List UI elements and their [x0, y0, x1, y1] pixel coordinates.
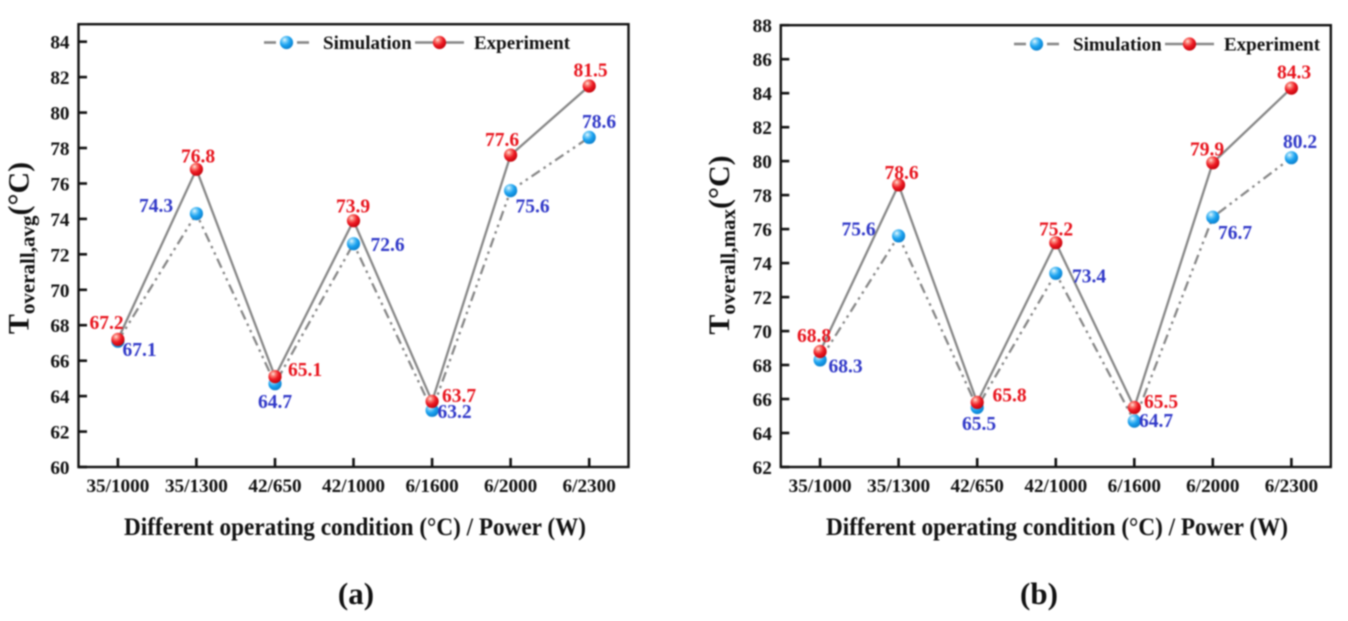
- svg-text:42/1000: 42/1000: [322, 476, 385, 497]
- svg-text:75.6: 75.6: [515, 196, 549, 217]
- svg-text:72: 72: [753, 288, 772, 309]
- svg-text:75.6: 75.6: [841, 219, 875, 240]
- svg-text:62: 62: [50, 423, 69, 444]
- svg-text:65.5: 65.5: [1144, 392, 1178, 413]
- svg-text:6/1600: 6/1600: [1108, 476, 1161, 497]
- svg-text:Toverall,max(°C): Toverall,max(°C): [703, 155, 740, 334]
- svg-text:Experiment: Experiment: [1224, 35, 1321, 56]
- svg-text:79.9: 79.9: [1190, 139, 1224, 160]
- svg-text:67.2: 67.2: [90, 313, 124, 334]
- svg-text:65.5: 65.5: [962, 414, 996, 435]
- svg-text:6/2300: 6/2300: [563, 476, 616, 497]
- svg-text:80: 80: [50, 104, 69, 125]
- svg-text:6/2000: 6/2000: [484, 476, 537, 497]
- svg-text:80: 80: [753, 152, 772, 173]
- svg-text:82: 82: [753, 118, 772, 139]
- svg-text:6/2000: 6/2000: [1186, 476, 1239, 497]
- svg-text:63.2: 63.2: [437, 402, 471, 423]
- svg-text:68: 68: [753, 356, 772, 377]
- svg-text:78.6: 78.6: [582, 112, 616, 133]
- svg-text:86: 86: [753, 50, 773, 71]
- svg-text:64.7: 64.7: [1139, 411, 1173, 432]
- svg-text:66: 66: [753, 390, 773, 411]
- svg-text:35/1000: 35/1000: [789, 476, 852, 497]
- svg-text:70: 70: [753, 322, 772, 343]
- svg-text:35/1300: 35/1300: [165, 476, 228, 497]
- svg-text:Toverall,avg(°C): Toverall,avg(°C): [3, 162, 40, 334]
- svg-text:6/2300: 6/2300: [1265, 476, 1318, 497]
- svg-text:73.4: 73.4: [1072, 266, 1106, 287]
- svg-text:(b): (b): [1020, 576, 1058, 611]
- svg-text:62: 62: [753, 458, 772, 479]
- svg-text:Simulation: Simulation: [1073, 35, 1162, 56]
- svg-text:Experiment: Experiment: [474, 33, 571, 54]
- svg-text:78.6: 78.6: [884, 163, 918, 184]
- svg-text:64.7: 64.7: [258, 392, 292, 413]
- svg-text:88: 88: [753, 16, 772, 37]
- svg-text:80.2: 80.2: [1283, 132, 1317, 153]
- svg-text:Different operating condition: Different operating condition (°C) / Pow…: [826, 512, 1288, 541]
- svg-text:77.6: 77.6: [485, 130, 519, 151]
- svg-text:74: 74: [50, 210, 70, 231]
- svg-text:65.8: 65.8: [992, 385, 1026, 406]
- svg-text:70: 70: [50, 281, 69, 302]
- svg-text:42/1000: 42/1000: [1024, 476, 1087, 497]
- svg-text:84: 84: [753, 84, 773, 105]
- svg-text:64: 64: [753, 424, 773, 445]
- svg-text:67.1: 67.1: [123, 340, 157, 361]
- svg-text:(a): (a): [338, 576, 374, 611]
- svg-text:72.6: 72.6: [370, 235, 404, 256]
- svg-text:6/1600: 6/1600: [405, 476, 458, 497]
- svg-text:76.8: 76.8: [181, 146, 215, 167]
- svg-text:73.9: 73.9: [336, 196, 370, 217]
- svg-text:75.2: 75.2: [1039, 219, 1073, 240]
- svg-text:64: 64: [50, 387, 70, 408]
- svg-text:84.3: 84.3: [1277, 62, 1311, 83]
- svg-text:35/1000: 35/1000: [86, 476, 149, 497]
- svg-text:84: 84: [50, 33, 70, 54]
- svg-text:65.1: 65.1: [288, 360, 322, 381]
- svg-text:42/650: 42/650: [951, 476, 1004, 497]
- svg-text:74.3: 74.3: [139, 196, 173, 217]
- svg-text:68.3: 68.3: [828, 356, 862, 377]
- svg-text:74: 74: [753, 254, 773, 275]
- svg-text:76: 76: [753, 220, 773, 241]
- svg-text:60: 60: [50, 458, 69, 479]
- svg-text:35/1300: 35/1300: [867, 476, 930, 497]
- svg-text:76: 76: [50, 175, 70, 196]
- svg-text:76.7: 76.7: [1218, 223, 1252, 244]
- svg-text:81.5: 81.5: [573, 60, 607, 81]
- svg-text:68.8: 68.8: [797, 326, 831, 347]
- svg-text:Different operating condition: Different operating condition (°C) / Pow…: [124, 512, 586, 541]
- svg-text:78: 78: [753, 186, 772, 207]
- svg-text:72: 72: [50, 245, 69, 266]
- svg-text:63.7: 63.7: [442, 386, 476, 407]
- svg-text:68: 68: [50, 316, 69, 337]
- svg-text:Simulation: Simulation: [323, 33, 412, 54]
- svg-text:78: 78: [50, 139, 69, 160]
- svg-text:82: 82: [50, 68, 69, 89]
- svg-text:42/650: 42/650: [248, 476, 301, 497]
- svg-text:66: 66: [50, 352, 70, 373]
